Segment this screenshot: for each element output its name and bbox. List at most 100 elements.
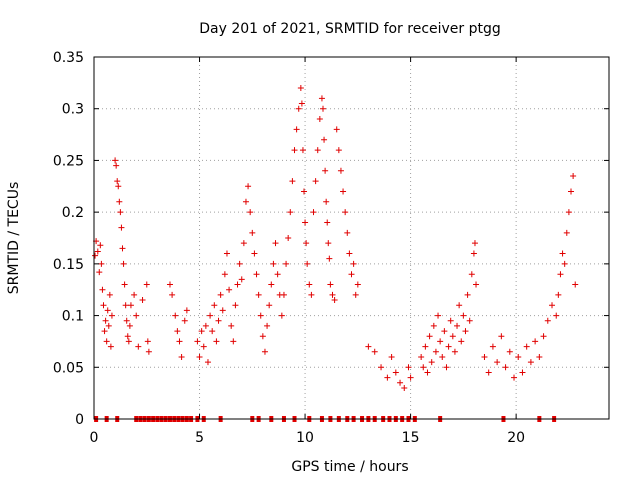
- data-point: [354, 281, 361, 288]
- data-point: [565, 209, 572, 216]
- data-point: [102, 317, 109, 324]
- data-point: [348, 271, 355, 278]
- data-point: [302, 219, 309, 226]
- data-point: [122, 302, 129, 309]
- data-point: [226, 286, 233, 293]
- data-point: [230, 338, 237, 345]
- data-point: [240, 240, 247, 247]
- data-point: [232, 302, 239, 309]
- data-point: [515, 353, 522, 360]
- y-tick-label: 0.15: [53, 257, 84, 273]
- data-point: [219, 307, 226, 314]
- data-point: [553, 312, 560, 319]
- data-point: [335, 147, 342, 154]
- y-tick-label: 0.2: [62, 205, 84, 221]
- data-point: [352, 291, 359, 298]
- data-point: [264, 322, 271, 329]
- data-point: [384, 374, 391, 381]
- data-point: [481, 353, 488, 360]
- data-point: [266, 302, 273, 309]
- data-point: [489, 343, 496, 350]
- data-point: [536, 353, 543, 360]
- data-point: [371, 348, 378, 355]
- data-point: [196, 353, 203, 360]
- data-point: [523, 343, 530, 350]
- data-point: [568, 188, 575, 195]
- data-point: [451, 348, 458, 355]
- data-point: [287, 209, 294, 216]
- data-point: [289, 178, 296, 185]
- data-point: [458, 338, 465, 345]
- data-point: [506, 348, 513, 355]
- data-point: [255, 291, 262, 298]
- data-point: [113, 162, 120, 169]
- data-point: [443, 364, 450, 371]
- data-point: [365, 343, 372, 350]
- x-tick-label: 5: [195, 430, 204, 446]
- data-point: [114, 178, 121, 185]
- data-point: [314, 147, 321, 154]
- data-point: [502, 364, 509, 371]
- data-point: [123, 317, 130, 324]
- data-point: [320, 105, 327, 112]
- data-point: [407, 374, 414, 381]
- data-point: [221, 271, 228, 278]
- data-point: [420, 364, 427, 371]
- data-point: [422, 343, 429, 350]
- data-point: [253, 271, 260, 278]
- data-point: [108, 312, 115, 319]
- data-point: [133, 312, 140, 319]
- data-point: [120, 260, 127, 267]
- data-point: [139, 297, 146, 304]
- data-point: [259, 333, 266, 340]
- data-point: [304, 260, 311, 267]
- data-point: [119, 245, 126, 252]
- x-axis-label: GPS time / hours: [291, 459, 408, 475]
- data-point: [460, 312, 467, 319]
- data-point: [274, 271, 281, 278]
- data-point: [331, 297, 338, 304]
- data-point: [449, 333, 456, 340]
- data-point: [249, 229, 256, 236]
- data-point: [519, 369, 526, 376]
- data-point: [126, 322, 133, 329]
- data-point: [125, 338, 132, 345]
- data-point: [540, 333, 547, 340]
- data-point: [456, 302, 463, 309]
- data-point: [211, 302, 218, 309]
- data-point: [392, 369, 399, 376]
- x-tick-label: 15: [402, 430, 420, 446]
- data-point: [174, 328, 181, 335]
- data-point: [234, 281, 241, 288]
- data-point: [439, 353, 446, 360]
- data-point: [306, 281, 313, 288]
- data-point: [527, 359, 534, 366]
- data-point: [124, 333, 131, 340]
- data-point: [198, 328, 205, 335]
- data-point: [445, 343, 452, 350]
- data-point: [397, 379, 404, 386]
- data-point: [418, 353, 425, 360]
- data-point: [145, 348, 152, 355]
- y-axis-label: SRMTID / TECUs: [6, 182, 22, 295]
- plot-frame: [93, 56, 610, 420]
- data-point: [144, 338, 151, 345]
- data-point: [295, 105, 302, 112]
- data-point: [350, 260, 357, 267]
- data-point: [454, 322, 461, 329]
- data-point: [236, 260, 243, 267]
- data-point: [473, 281, 480, 288]
- data-point: [301, 188, 308, 195]
- data-point: [268, 281, 275, 288]
- data-point: [333, 126, 340, 133]
- data-point: [103, 338, 110, 345]
- data-point: [176, 338, 183, 345]
- data-point: [194, 338, 201, 345]
- data-point: [430, 322, 437, 329]
- scatter-points: [92, 85, 579, 391]
- chart-title: Day 201 of 2021, SRMTID for receiver ptg…: [199, 21, 501, 37]
- y-tick-label: 0.25: [53, 153, 84, 169]
- data-point: [169, 291, 176, 298]
- data-point: [298, 100, 305, 107]
